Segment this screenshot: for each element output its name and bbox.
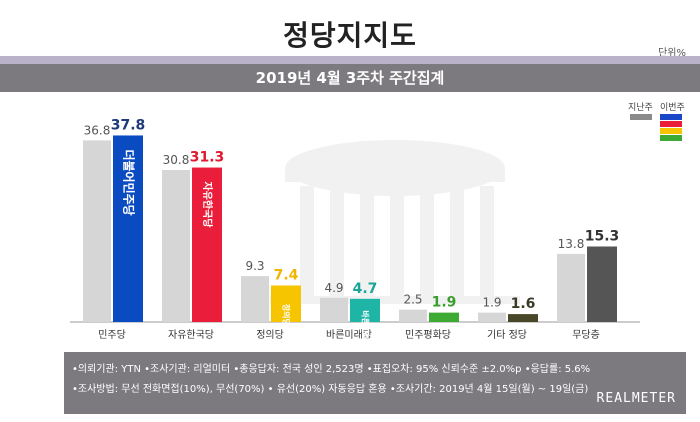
bar-curr-4 [429,312,459,322]
footer-line-1: •의뢰기관: YTN •조사기관: 리얼미터 •총응답자: 전국 성인 2,52… [72,364,591,375]
value-label-prev-3: 4.9 [324,281,343,295]
footer-panel: •의뢰기관: YTN •조사기관: 리얼미터 •총응답자: 전국 성인 2,52… [64,352,686,414]
category-label-5: 기타 정당 [487,329,527,341]
bar-curr-5 [508,314,538,322]
category-label-1: 자유한국당 [168,329,214,341]
bar-prev-3 [320,297,348,322]
value-label-prev-6: 13.8 [558,237,585,251]
bar-curr-2 [271,285,301,322]
value-label-curr-1: 31.3 [190,150,225,166]
legend-curr-swatch-red [660,121,682,127]
bar-prev-2 [241,276,269,322]
chart-title: 정당지지도 [283,19,417,52]
category-label-2: 정의당 [256,329,284,341]
value-label-prev-0: 36.8 [84,123,111,137]
value-label-curr-3: 4.7 [353,281,378,297]
bar-logo-0: 더불어민주당 [122,149,137,215]
bar-prev-1 [162,170,190,322]
bar-curr-3 [350,298,380,322]
bar-curr-0 [113,135,143,322]
bar-logo-2: 정의당 [282,304,292,327]
legend-prev-swatch [630,114,652,120]
footer-line-2: •조사방법: 무선 전화면접(10%), 무선(70%) • 유선(20%) 자… [72,384,589,395]
bar-curr-1 [192,167,222,322]
value-label-prev-2: 9.3 [245,259,264,273]
value-label-curr-5: 1.6 [511,296,536,312]
value-label-curr-4: 1.9 [432,295,457,311]
value-label-prev-5: 1.9 [482,296,501,310]
value-label-prev-4: 2.5 [403,293,422,307]
legend-curr-swatch-green [660,135,682,141]
category-label-3: 바른미래당 [326,329,372,341]
subtitle-banner: 2019년 4월 3주차 주간집계 [0,64,700,92]
header-stripe [0,56,700,64]
legend-prev-label: 지난주 [628,103,653,113]
bar-curr-6 [587,246,617,322]
background-building [270,140,520,304]
value-label-prev-1: 30.8 [163,153,190,167]
bar-prev-4 [399,309,427,322]
category-label-0: 민주당 [98,329,126,341]
bar-logo-3: 바른미래당 [361,310,371,347]
unit-label: 단위% [658,48,686,59]
category-label-6: 무당층 [572,329,600,341]
bar-prev-0 [83,140,111,322]
value-label-curr-6: 15.3 [585,228,620,244]
realmeter-logo: REALMETER [596,391,676,406]
value-label-curr-2: 7.4 [274,267,299,283]
bar-prev-6 [557,253,585,322]
legend-curr-label: 이번주 [660,103,685,113]
legend-curr-swatch-blue [660,114,682,120]
legend-curr-swatch-yellow [660,128,682,134]
value-label-curr-0: 37.8 [111,117,146,133]
bar-prev-5 [478,312,506,322]
bar-logo-1: 자유한국당 [201,182,214,229]
legend: 지난주 이번주 [628,100,686,150]
category-label-4: 민주평화당 [405,329,451,341]
